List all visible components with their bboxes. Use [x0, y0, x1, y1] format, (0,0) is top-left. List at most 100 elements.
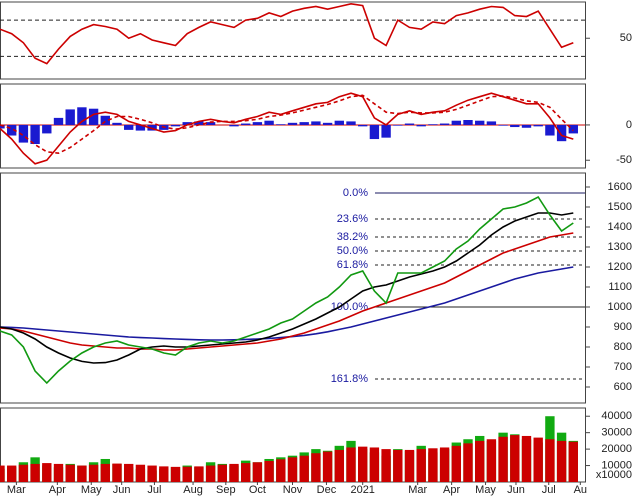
y-tick-label: -50 [616, 154, 632, 166]
bar [311, 121, 321, 125]
bar [381, 124, 391, 138]
bar [276, 459, 286, 482]
series-line [0, 266, 574, 341]
bar [252, 122, 263, 125]
series-line [0, 94, 574, 155]
bar [42, 124, 52, 134]
bar [556, 124, 567, 142]
bar [393, 449, 403, 482]
bar [533, 124, 543, 127]
bar [77, 107, 87, 125]
bar [463, 120, 473, 125]
bar [510, 124, 520, 128]
bar [486, 439, 497, 482]
bar [170, 466, 181, 482]
bar [510, 435, 520, 482]
x-tick-label: Sep [216, 484, 236, 496]
bar [521, 124, 532, 128]
y-tick-label: 1100 [608, 281, 632, 293]
bar [264, 460, 274, 482]
bar [112, 463, 122, 482]
bar [463, 443, 473, 482]
x-tick-label: Mar [7, 484, 26, 496]
bar [182, 466, 192, 482]
y-tick-label: 800 [614, 341, 632, 353]
x-tick-label: Apr [443, 484, 460, 496]
bar [369, 447, 380, 482]
y-tick-label: 1000 [608, 301, 632, 313]
y-tick-label: 700 [614, 361, 632, 373]
y-tick-label: 30000 [601, 427, 632, 439]
y-tick-label: 0 [626, 119, 632, 131]
bar [334, 449, 344, 482]
bar [498, 124, 508, 126]
bar [475, 440, 485, 482]
y-tick-label: 20000 [601, 443, 632, 455]
bar [205, 465, 216, 482]
bar [521, 435, 532, 482]
bar [217, 464, 227, 482]
bar [194, 121, 204, 125]
bar [205, 122, 216, 125]
y-tick-label: 1600 [608, 181, 632, 193]
bar [393, 124, 403, 126]
y-tick-label: 50 [620, 32, 632, 44]
x-tick-label: Aug [183, 484, 203, 496]
bar [42, 463, 52, 482]
bar [124, 124, 134, 130]
bar [241, 123, 251, 125]
x-tick-label: Jun [507, 484, 525, 496]
bar [88, 464, 99, 482]
bar [170, 124, 181, 127]
x-tick-label: Jul [147, 484, 161, 496]
bar [369, 124, 380, 140]
bar [322, 451, 333, 482]
bar [299, 122, 309, 125]
x-tick-label: Mar [408, 484, 427, 496]
bar [77, 465, 87, 482]
bar [124, 463, 134, 482]
bar [475, 120, 485, 125]
fib-label: 61.8% [337, 259, 368, 271]
panel-frame [0, 83, 586, 169]
y-tick-label: 1400 [608, 221, 632, 233]
bar [346, 121, 356, 125]
bar [276, 124, 286, 125]
bar [299, 455, 309, 482]
bar [182, 122, 192, 125]
bar [147, 465, 157, 482]
bar [358, 124, 368, 127]
bar [65, 109, 75, 125]
y-tick-label: 40000 [601, 410, 632, 422]
bar [229, 463, 239, 482]
bar [498, 436, 508, 482]
series-line [0, 212, 574, 364]
bar [381, 449, 391, 482]
bar [311, 453, 321, 482]
bar [439, 123, 450, 125]
bar [322, 122, 333, 125]
bar [30, 124, 40, 144]
bar [194, 466, 204, 482]
panel-frame [0, 172, 586, 404]
bar [568, 124, 578, 134]
bar [135, 464, 146, 482]
bar [18, 124, 29, 143]
fib-label: 100.0% [331, 301, 369, 313]
y-tick-label: 10000 [601, 459, 632, 471]
bar [0, 465, 5, 482]
bar [416, 124, 426, 127]
bar [287, 457, 298, 482]
bar [0, 124, 5, 129]
bar [428, 448, 438, 482]
bar [229, 124, 239, 127]
bar [545, 124, 555, 136]
y-tick-label: 600 [614, 381, 632, 393]
bar [287, 122, 298, 125]
bar [556, 440, 567, 482]
y-tick-label: 1200 [608, 261, 632, 273]
bar [533, 437, 543, 482]
bar [404, 123, 415, 125]
fib-label: 23.6% [337, 213, 368, 225]
bar [53, 463, 64, 482]
